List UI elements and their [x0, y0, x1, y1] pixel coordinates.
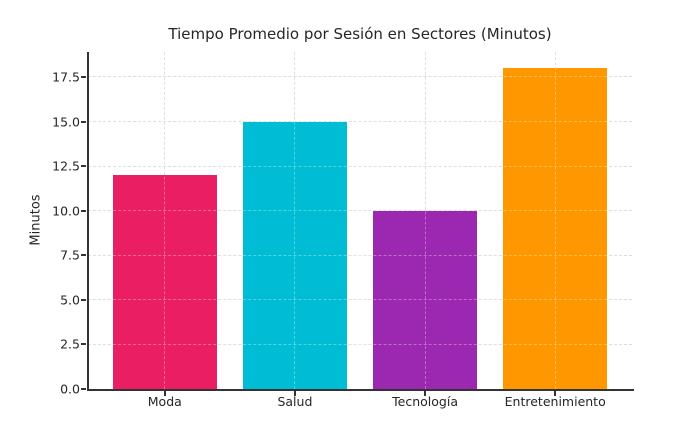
gridline-vertical-overlay	[294, 52, 296, 389]
gridline-horizontal-overlay	[88, 254, 632, 256]
gridline-vertical-overlay	[554, 52, 556, 389]
x-axis-spine	[86, 389, 634, 391]
y-tick-label: 15.0	[52, 114, 80, 130]
gridline-horizontal-overlay	[88, 165, 632, 167]
y-tick-label: 5.0	[60, 292, 80, 308]
x-tick-mark	[424, 391, 427, 396]
plot-area	[88, 52, 632, 389]
y-tick-label: 7.5	[60, 247, 80, 263]
gridline-horizontal	[88, 254, 632, 256]
y-tick-mark	[81, 298, 86, 301]
y-tick-mark	[81, 343, 86, 346]
y-tick-mark	[81, 120, 86, 123]
gridline-horizontal	[88, 165, 632, 167]
bar-moda	[112, 175, 217, 389]
y-tick-label: 12.5	[52, 158, 80, 174]
bar-entretenimiento	[503, 68, 608, 389]
y-axis-spine	[86, 52, 89, 391]
x-tick-label: Moda	[147, 394, 182, 409]
x-tick-mark	[293, 391, 296, 396]
gridline-horizontal	[88, 299, 632, 301]
gridline-vertical-overlay	[164, 52, 166, 389]
y-tick-mark	[81, 388, 86, 390]
x-tick-label: Tecnología	[392, 394, 458, 409]
gridline-horizontal	[88, 76, 632, 78]
y-tick-label: 2.5	[60, 336, 80, 352]
bar-salud	[242, 121, 347, 389]
y-tick-label: 10.0	[52, 203, 80, 219]
gridline-horizontal-overlay	[88, 343, 632, 345]
gridline-horizontal-overlay	[88, 76, 632, 78]
x-tick-label: Entretenimiento	[504, 394, 606, 409]
gridline-horizontal	[88, 210, 632, 212]
gridline-vertical-overlay	[424, 52, 426, 389]
chart-title: Tiempo Promedio por Sesión en Sectores (…	[168, 25, 552, 43]
gridline-horizontal-overlay	[88, 299, 632, 301]
y-tick-mark	[81, 254, 86, 257]
y-tick-mark	[81, 75, 86, 78]
y-tick-label: 0.0	[60, 381, 80, 397]
gridline-horizontal-overlay	[88, 121, 632, 123]
x-tick-mark	[163, 391, 166, 396]
gridline-horizontal	[88, 343, 632, 345]
x-tick-mark	[554, 391, 557, 396]
y-tick-mark	[81, 165, 86, 168]
y-tick-label: 17.5	[52, 69, 80, 85]
gridline-horizontal-overlay	[88, 210, 632, 212]
y-axis-label: Minutos	[28, 194, 44, 246]
gridline-horizontal	[88, 121, 632, 123]
bar-tecnologia	[373, 210, 478, 389]
x-tick-label: Salud	[277, 394, 313, 409]
y-tick-mark	[81, 209, 86, 212]
